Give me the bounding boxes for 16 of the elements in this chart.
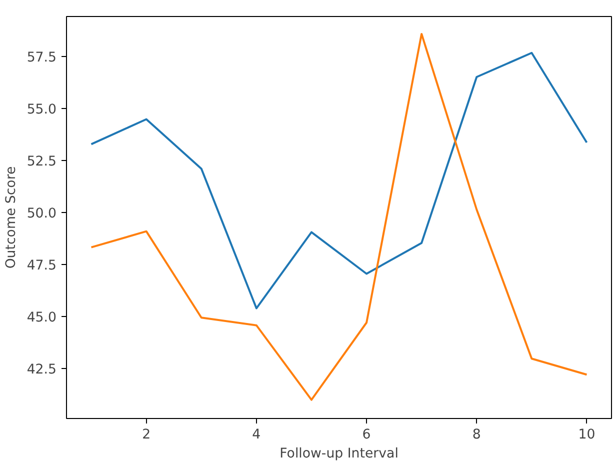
y-tick-label: 45.0	[26, 310, 57, 326]
y-tick-label: 57.5	[26, 50, 57, 66]
x-tick-label: 10	[578, 428, 596, 442]
x-tick-label: 6	[362, 428, 371, 442]
x-tick-label: 4	[252, 428, 261, 442]
x-tick-label: 8	[472, 428, 481, 442]
y-tick-label: 50.0	[26, 206, 57, 222]
y-tick-label: 52.5	[26, 154, 57, 170]
line-series	[90, 32, 588, 401]
x-axis-title: Follow-up Interval	[280, 446, 398, 462]
y-tick-label: 47.5	[26, 258, 57, 274]
line-series	[90, 52, 588, 310]
y-axis-title: Outcome Score	[4, 166, 19, 269]
y-tick-label: 55.0	[26, 102, 57, 118]
y-tick-label: 42.5	[26, 362, 57, 378]
x-tick-label: 2	[142, 428, 151, 442]
